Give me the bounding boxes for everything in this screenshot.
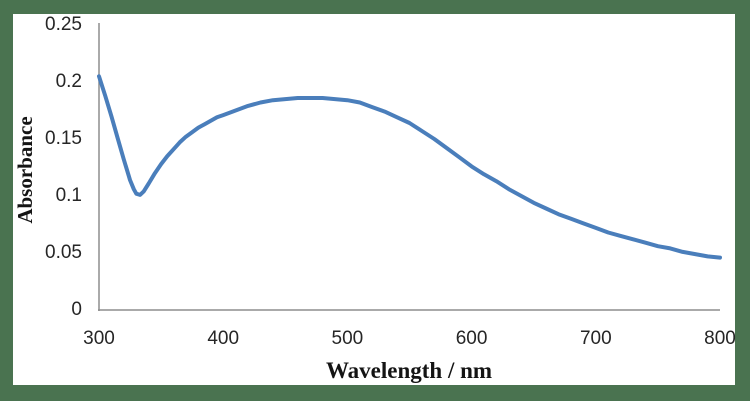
y-tick-label: 0.15: [45, 128, 82, 149]
chart-area: 0 0.05 0.1 0.15 0.2 0.25 300 400 500 600 700 800 W…: [13, 14, 736, 385]
spectrum-curve: [97, 74, 722, 260]
x-tick-label: 700: [579, 328, 612, 349]
y-tick-label: 0.2: [55, 71, 82, 92]
y-tick-label: 0.25: [45, 14, 82, 35]
x-tick-label: 500: [331, 328, 364, 349]
x-tick-label: 400: [207, 328, 240, 349]
x-tick-label: 300: [83, 328, 115, 349]
x-tick-label: 600: [455, 328, 488, 349]
y-tick-label: 0: [71, 299, 82, 320]
y-axis-title: Absorbance: [13, 116, 37, 224]
spectrum-plot: [97, 23, 722, 311]
y-tick-label: 0.1: [55, 185, 82, 206]
y-tick-label: 0.05: [45, 242, 82, 263]
x-axis-title: Wavelength / nm: [325, 358, 493, 383]
x-tick-label: 800: [704, 328, 736, 349]
